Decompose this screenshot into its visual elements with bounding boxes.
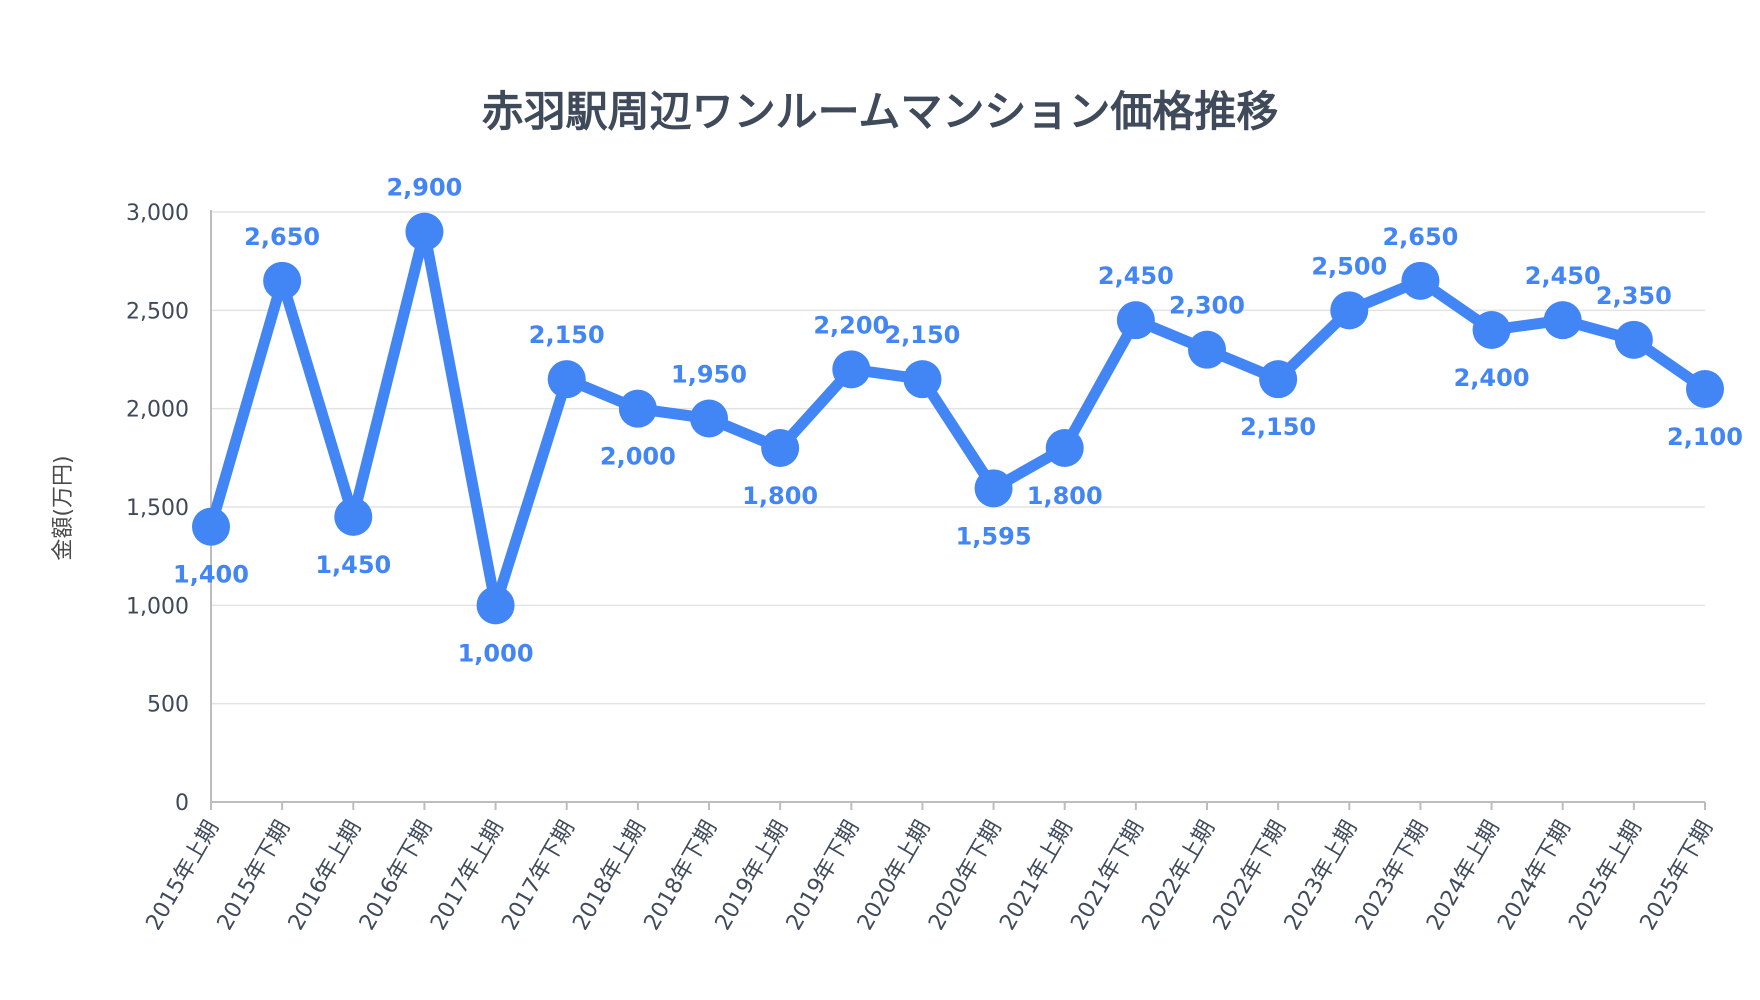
x-tick-label: 2025年下期 bbox=[1636, 817, 1719, 935]
x-tick-label: 2020年上期 bbox=[853, 817, 936, 935]
data-label: 2,100 bbox=[1667, 423, 1743, 451]
data-point bbox=[263, 261, 302, 300]
data-point bbox=[690, 399, 728, 438]
data-point bbox=[547, 360, 586, 399]
data-label: 1,000 bbox=[458, 639, 534, 667]
x-tick-label: 2018年下期 bbox=[640, 817, 723, 935]
data-point bbox=[1543, 301, 1582, 340]
data-label: 2,150 bbox=[884, 321, 960, 349]
x-axis-ticks: 2015年上期2015年下期2016年上期2016年下期2017年上期2017年… bbox=[142, 802, 1719, 935]
data-point bbox=[761, 429, 800, 467]
data-point bbox=[334, 497, 373, 536]
data-label: 1,950 bbox=[671, 361, 747, 389]
data-labels: 1,400 2,650 1,450 2,900 1,000 2,150 2,000 1,950… bbox=[173, 174, 1743, 668]
series-line-group bbox=[205, 226, 1711, 611]
axes bbox=[210, 210, 1705, 803]
data-point bbox=[476, 586, 515, 625]
x-tick-label: 2019年下期 bbox=[782, 817, 865, 935]
data-label: 2,300 bbox=[1169, 292, 1245, 320]
x-tick-label: 2022年上期 bbox=[1138, 817, 1221, 935]
y-tick-label: 2,500 bbox=[126, 299, 189, 324]
x-tick-label: 2017年上期 bbox=[426, 817, 509, 935]
data-point bbox=[832, 350, 871, 389]
data-label: 1,800 bbox=[1027, 482, 1103, 510]
data-label: 2,650 bbox=[1382, 223, 1458, 251]
y-tick-label: 1,000 bbox=[126, 594, 189, 619]
data-label: 2,900 bbox=[386, 174, 462, 202]
x-tick-label: 2016年下期 bbox=[355, 817, 438, 935]
x-tick-label: 2015年下期 bbox=[213, 817, 296, 935]
data-label: 1,450 bbox=[315, 551, 391, 579]
data-label: 2,450 bbox=[1525, 262, 1601, 290]
x-tick-label: 2021年上期 bbox=[995, 817, 1078, 935]
x-tick-label: 2018年上期 bbox=[568, 817, 651, 935]
y-tick-label: 0 bbox=[175, 791, 189, 816]
x-tick-label: 2023年下期 bbox=[1351, 817, 1434, 935]
y-axis-ticks: 0 500 1,000 1,500 2,000 2,500 3,000 bbox=[126, 201, 189, 816]
data-label: 1,800 bbox=[742, 482, 818, 510]
x-tick-label: 2015年上期 bbox=[142, 817, 225, 935]
y-tick-label: 500 bbox=[147, 693, 189, 718]
series-line bbox=[205, 226, 1711, 611]
data-label: 2,650 bbox=[244, 223, 320, 251]
data-label: 2,000 bbox=[600, 443, 676, 471]
data-label: 1,400 bbox=[173, 561, 249, 589]
data-label: 2,350 bbox=[1596, 282, 1672, 310]
y-axis-title: 金額(万円) bbox=[51, 455, 76, 560]
data-point bbox=[1614, 320, 1653, 359]
data-point bbox=[405, 212, 444, 251]
data-point bbox=[1116, 301, 1155, 340]
x-tick-label: 2024年上期 bbox=[1422, 817, 1505, 935]
data-point bbox=[1045, 429, 1084, 467]
data-point bbox=[1401, 261, 1440, 300]
x-tick-label: 2024年下期 bbox=[1493, 817, 1576, 935]
data-label: 2,450 bbox=[1098, 262, 1174, 290]
data-label: 2,500 bbox=[1311, 252, 1387, 280]
data-point bbox=[618, 389, 657, 428]
data-point bbox=[192, 507, 230, 546]
data-label: 1,595 bbox=[956, 522, 1032, 550]
data-label: 2,150 bbox=[529, 321, 605, 349]
data-point bbox=[1259, 360, 1298, 399]
data-point bbox=[1472, 311, 1511, 349]
x-tick-label: 2023年上期 bbox=[1280, 817, 1363, 935]
x-tick-label: 2016年上期 bbox=[284, 817, 367, 935]
data-label: 2,150 bbox=[1240, 413, 1316, 441]
x-tick-label: 2020年下期 bbox=[924, 817, 1007, 935]
chart-title: 赤羽駅周辺ワンルームマンション価格推移 bbox=[482, 87, 1279, 136]
data-point bbox=[1686, 370, 1724, 408]
x-tick-label: 2019年上期 bbox=[711, 817, 794, 935]
x-tick-label: 2017年下期 bbox=[497, 817, 580, 935]
x-tick-label: 2025年上期 bbox=[1564, 817, 1647, 935]
x-tick-label: 2021年下期 bbox=[1066, 817, 1149, 935]
y-tick-label: 1,500 bbox=[126, 496, 189, 521]
data-point bbox=[974, 469, 1013, 508]
data-label: 2,200 bbox=[813, 311, 889, 339]
data-point bbox=[1188, 330, 1226, 369]
y-tick-label: 3,000 bbox=[126, 201, 189, 226]
data-label: 2,400 bbox=[1454, 364, 1530, 392]
data-point bbox=[903, 360, 942, 399]
y-tick-label: 2,000 bbox=[126, 398, 189, 423]
x-tick-label: 2022年下期 bbox=[1209, 817, 1292, 935]
data-points bbox=[192, 212, 1724, 625]
data-point bbox=[1330, 291, 1369, 330]
